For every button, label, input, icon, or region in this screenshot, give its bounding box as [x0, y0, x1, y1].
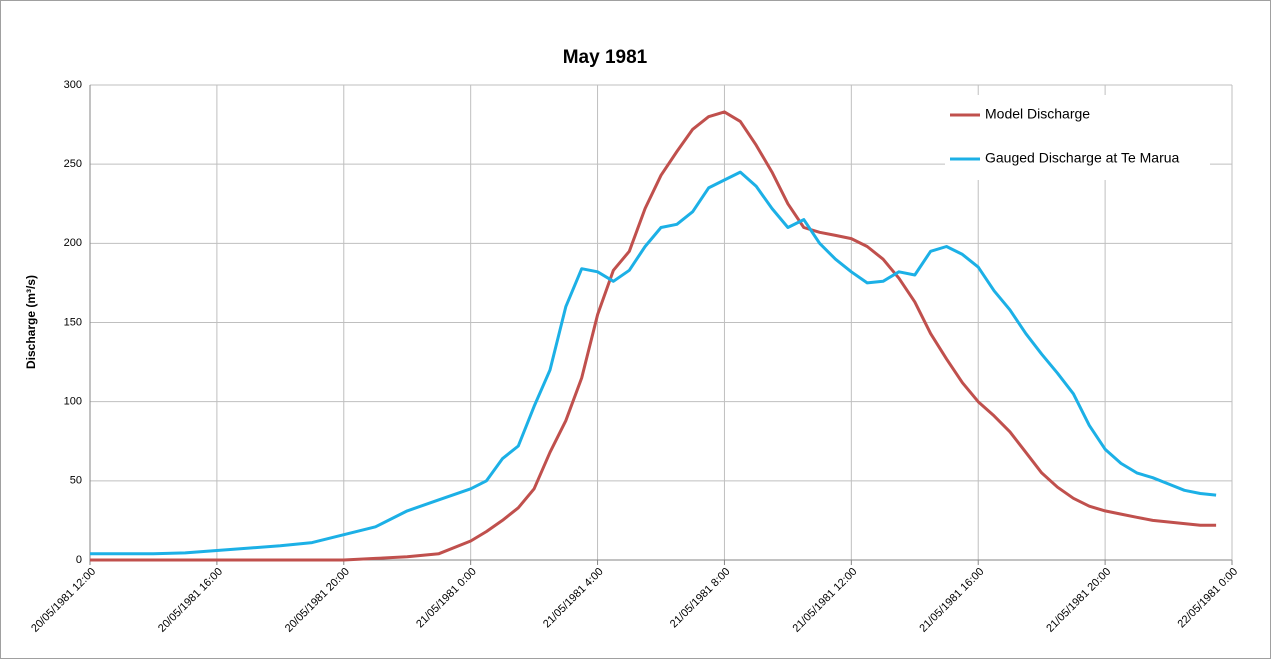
- y-tick-label: 150: [64, 316, 82, 328]
- y-tick-label: 100: [64, 396, 82, 408]
- y-axis-label: Discharge (m³/s): [24, 275, 38, 369]
- y-tick-label: 300: [64, 79, 82, 91]
- y-tick-label: 200: [64, 237, 82, 249]
- series-line: [90, 170, 1217, 556]
- series-line: [90, 110, 1217, 562]
- y-tick-label: 50: [70, 475, 82, 487]
- y-tick-label: 250: [64, 158, 82, 170]
- y-tick-label: 0: [76, 554, 82, 566]
- legend-box: [945, 95, 1210, 180]
- chart-title: May 1981: [563, 47, 648, 68]
- legend-label: Model Discharge: [985, 106, 1090, 122]
- legend-label: Gauged Discharge at Te Marua: [985, 150, 1180, 166]
